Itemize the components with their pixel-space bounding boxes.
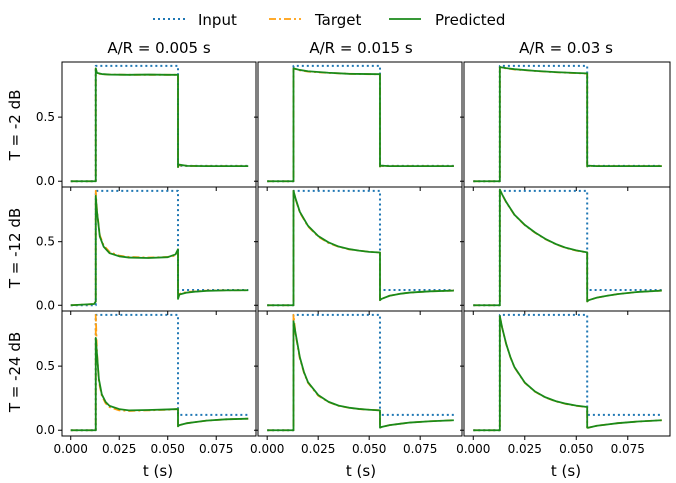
x-tick-label: 0.000 (250, 442, 284, 456)
x-tick-label: 0.050 (352, 442, 386, 456)
panel-series (473, 313, 662, 432)
panel-series (70, 189, 249, 307)
predicted-series-line (267, 67, 454, 183)
y-tick-label: 0.0 (36, 423, 55, 437)
legend: Input Target Predicted (153, 11, 505, 29)
x-axis-label-3: t (s) (551, 462, 581, 480)
panel-r1-c1: 0.0 0.5 (36, 61, 257, 191)
predicted-series-line (473, 188, 662, 307)
panel-series (70, 313, 249, 432)
panel-frame (257, 310, 463, 437)
panel-r3-c2: 0.000 0.025 0.050 0.075 (250, 310, 463, 456)
panel-frame (61, 310, 257, 437)
x-tick-label: 0.050 (559, 442, 593, 456)
legend-label-predicted: Predicted (435, 11, 505, 29)
x-tick-label: 0.025 (102, 442, 136, 456)
panel-series (267, 189, 454, 307)
x-tick-label: 0.075 (403, 442, 437, 456)
predicted-series-line (70, 67, 249, 183)
x-tick-label: 0.000 (54, 442, 88, 456)
column-title-2: A/R = 0.015 s (309, 39, 413, 57)
input-series-line (473, 189, 662, 307)
panel-r3-c1: 0.000 0.025 0.050 0.075 0.0 0.5 (36, 310, 257, 456)
panel-series (473, 188, 662, 307)
panel-r1-c2 (254, 61, 463, 191)
row-label-3: T = -24 dB (6, 332, 24, 413)
x-tick-label: 0.075 (199, 442, 233, 456)
y-tick-label: 0.5 (36, 110, 55, 124)
input-series-line (473, 313, 662, 432)
x-tick-label: 0.025 (508, 442, 542, 456)
row-label-1: T = -2 dB (6, 90, 24, 162)
predicted-series-line (267, 189, 454, 307)
predicted-series-line (473, 66, 662, 183)
predicted-series-line (70, 337, 249, 432)
panel-frame (463, 310, 671, 437)
panels: 0.00.50.00.50.000 0.025 0.050 0.0750.00.50.… (36, 61, 671, 456)
column-title-3: A/R = 0.03 s (519, 39, 613, 57)
x-axis-label-2: t (s) (346, 462, 376, 480)
column-title-1: A/R = 0.005 s (107, 39, 211, 57)
row-labels: T = -2 dB T = -12 dB T = -24 dB (6, 90, 24, 414)
x-axis-label-1: t (s) (143, 462, 173, 480)
predicted-series-line (473, 315, 662, 432)
x-tick-label: 0.025 (301, 442, 335, 456)
predicted-series-line (267, 320, 454, 432)
x-tick-label: 0.000 (456, 442, 490, 456)
y-tick-label: 0.5 (36, 235, 55, 249)
x-axis-labels: t (s) t (s) t (s) (143, 462, 581, 480)
panel-series (473, 64, 662, 183)
panel-series (267, 64, 454, 183)
x-tick-label: 0.075 (611, 442, 645, 456)
y-tick-label: 0.0 (36, 174, 55, 188)
y-tick-label: 0.0 (36, 298, 55, 312)
panel-series (267, 313, 454, 432)
y-tick-label: 0.5 (36, 359, 55, 373)
legend-label-input: Input (198, 11, 237, 29)
predicted-series-line (70, 194, 249, 307)
panel-series (70, 64, 249, 183)
legend-label-target: Target (314, 11, 362, 29)
panel-r3-c3: 0.000 0.025 0.050 0.075 (456, 310, 671, 456)
column-titles: A/R = 0.005 s A/R = 0.015 s A/R = 0.03 s (107, 39, 613, 57)
input-series-line (70, 189, 249, 307)
x-tick-label: 0.050 (151, 442, 185, 456)
row-label-2: T = -12 dB (6, 208, 24, 289)
